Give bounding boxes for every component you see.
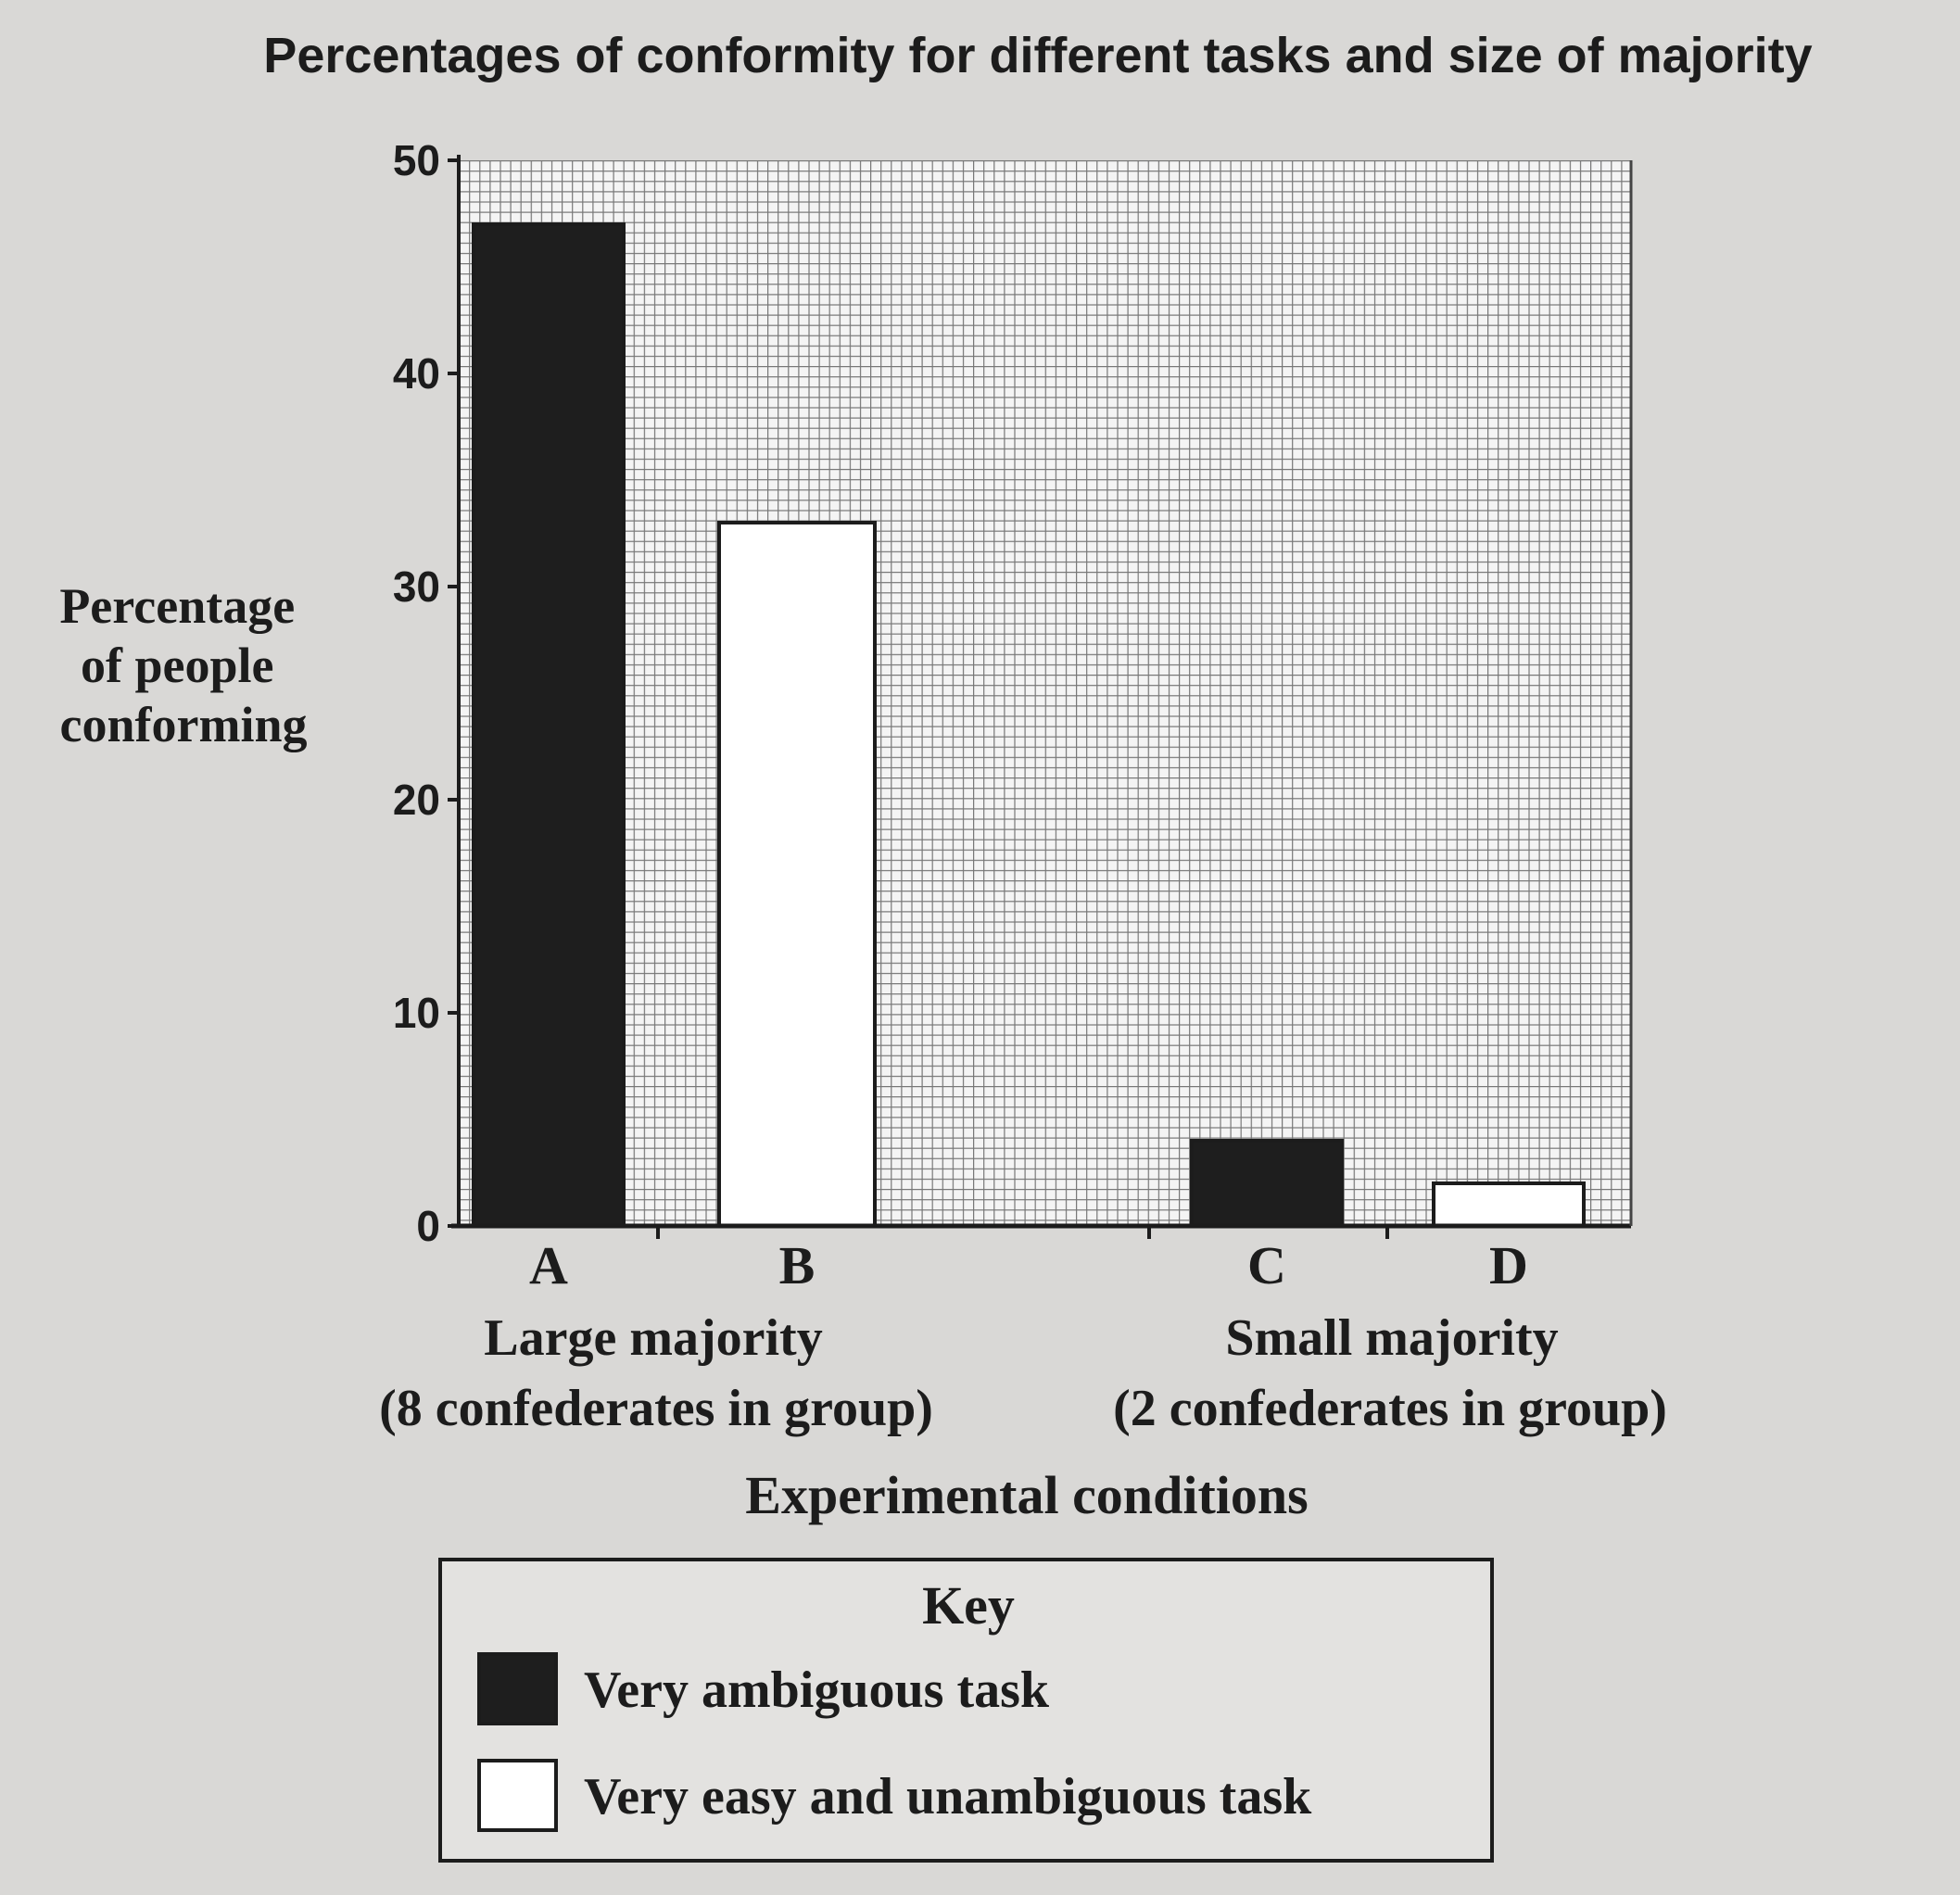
legend-label-ambiguous: Very ambiguous task [584,1661,1050,1719]
legend-swatch-ambiguous [477,1652,558,1725]
y-axis-label-line-2: of people [81,638,274,693]
bar-d [1432,1181,1586,1228]
y-axis-label-line-3: conforming [60,697,308,752]
bar-b [717,521,877,1228]
bars [472,222,1586,1228]
y-tick-label-50: 50 [393,136,440,184]
plot-area [459,160,1631,1226]
x-tick-label-c: C [1247,1235,1286,1295]
y-axis-label: Percentage of people conforming [59,578,307,752]
y-tick-label-10: 10 [393,989,440,1037]
y-tick-label-30: 30 [393,562,440,611]
x-tick-label-a: A [529,1235,568,1295]
x-axis-label: Experimental conditions [745,1465,1308,1525]
legend-box [438,1558,1494,1863]
group-label-large: Large majority [484,1309,822,1367]
legend-swatch-unambiguous [477,1759,558,1832]
x-tick-label-d: D [1489,1235,1528,1295]
axes [451,155,1633,1229]
y-ticks: 0 10 20 30 40 50 [393,136,459,1250]
y-tick-label-0: 0 [416,1202,440,1250]
x-tick-label-b: B [779,1235,816,1295]
group-sublabel-small: (2 confederates in group) [1113,1380,1667,1437]
group-label-small: Small majority [1225,1309,1558,1367]
y-axis-label-line-1: Percentage [59,578,295,634]
legend-label-unambiguous: Very easy and unambiguous task [584,1768,1312,1826]
bar-c [1190,1139,1344,1228]
legend-title: Key [922,1575,1015,1636]
legend: Key Very ambiguous task Very easy and un… [438,1558,1494,1863]
y-tick-label-20: 20 [393,776,440,824]
group-sublabel-large: (8 confederates in group) [379,1380,933,1437]
y-tick-label-40: 40 [393,349,440,398]
x-tick-labels: A B C D [529,1226,1528,1295]
bar-a [472,222,626,1228]
chart-title: Percentages of conformity for different … [263,28,1812,83]
